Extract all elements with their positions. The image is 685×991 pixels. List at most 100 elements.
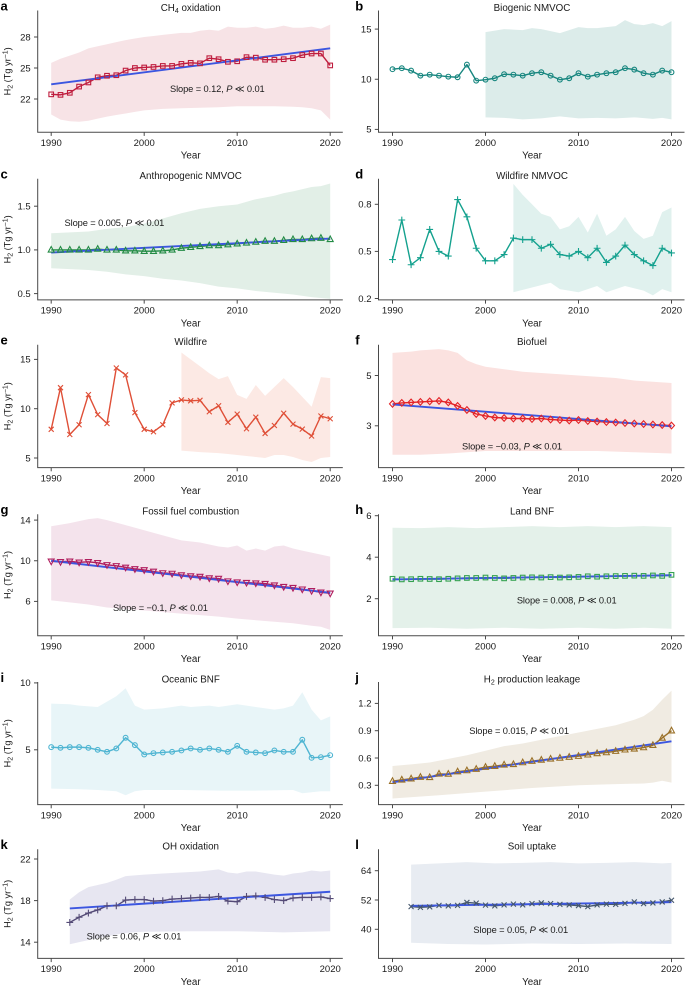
svg-text:1990: 1990 — [382, 306, 403, 317]
svg-text:40: 40 — [361, 925, 372, 936]
svg-text:2010: 2010 — [227, 138, 248, 149]
svg-text:H2 (Tg yr−1): H2 (Tg yr−1) — [3, 551, 15, 599]
svg-text:0.2: 0.2 — [358, 294, 371, 305]
svg-text:2010: 2010 — [227, 964, 248, 975]
svg-text:5: 5 — [366, 371, 371, 382]
svg-text:Year: Year — [181, 654, 202, 665]
svg-text:2010: 2010 — [568, 642, 589, 653]
svg-text:4: 4 — [366, 553, 371, 564]
svg-text:1990: 1990 — [382, 964, 403, 975]
svg-text:1990: 1990 — [41, 642, 62, 653]
svg-text:b: b — [355, 0, 363, 13]
svg-text:g: g — [1, 502, 9, 517]
svg-text:Slope = 0.06, P ≪ 0.01: Slope = 0.06, P ≪ 0.01 — [87, 931, 182, 941]
svg-text:Slope = −0.1, P ≪ 0.01: Slope = −0.1, P ≪ 0.01 — [113, 603, 208, 613]
svg-text:10: 10 — [361, 75, 372, 86]
svg-text:5: 5 — [25, 745, 30, 756]
svg-text:d: d — [355, 167, 363, 182]
svg-text:H2 (Tg yr−1): H2 (Tg yr−1) — [3, 719, 15, 767]
svg-text:Year: Year — [522, 823, 543, 834]
svg-text:j: j — [354, 670, 359, 685]
svg-text:6: 6 — [25, 597, 30, 608]
svg-text:1990: 1990 — [382, 473, 403, 484]
svg-text:2020: 2020 — [320, 964, 341, 975]
svg-text:Year: Year — [522, 318, 543, 329]
svg-text:H2 (Tg yr−1): H2 (Tg yr−1) — [3, 880, 15, 928]
svg-text:22: 22 — [20, 94, 31, 105]
svg-text:Biofuel: Biofuel — [517, 337, 547, 348]
svg-text:1990: 1990 — [382, 138, 403, 149]
svg-text:1990: 1990 — [41, 473, 62, 484]
svg-text:Year: Year — [522, 151, 543, 162]
svg-text:Year: Year — [522, 977, 543, 986]
svg-text:1990: 1990 — [41, 964, 62, 975]
svg-text:10: 10 — [20, 678, 31, 689]
svg-text:Slope = 0.05, P ≪ 0.01: Slope = 0.05, P ≪ 0.01 — [473, 925, 568, 935]
svg-text:0.5: 0.5 — [17, 289, 30, 300]
svg-text:1990: 1990 — [41, 810, 62, 821]
svg-text:Year: Year — [181, 823, 202, 834]
svg-text:2010: 2010 — [568, 810, 589, 821]
svg-text:2000: 2000 — [475, 473, 496, 484]
svg-text:2010: 2010 — [568, 473, 589, 484]
svg-text:Wildfire NMVOC: Wildfire NMVOC — [496, 171, 568, 182]
svg-text:2000: 2000 — [134, 473, 155, 484]
svg-text:2020: 2020 — [661, 473, 682, 484]
svg-text:2: 2 — [366, 594, 371, 605]
svg-text:1990: 1990 — [382, 810, 403, 821]
svg-text:1.2: 1.2 — [358, 699, 371, 710]
svg-text:2020: 2020 — [661, 642, 682, 653]
svg-text:0.8: 0.8 — [358, 200, 371, 211]
svg-text:k: k — [1, 837, 9, 852]
svg-text:1990: 1990 — [382, 642, 403, 653]
svg-text:Slope = 0.12, P ≪ 0.01: Slope = 0.12, P ≪ 0.01 — [170, 84, 265, 94]
svg-text:H2 (Tg yr−1): H2 (Tg yr−1) — [3, 215, 15, 263]
svg-text:2000: 2000 — [475, 306, 496, 317]
svg-text:h: h — [355, 502, 363, 517]
svg-text:Slope = 0.015, P ≪ 0.01: Slope = 0.015, P ≪ 0.01 — [469, 726, 569, 736]
svg-text:Slope = −0.03, P ≪ 0.01: Slope = −0.03, P ≪ 0.01 — [462, 442, 562, 452]
svg-text:H2 (Tg yr−1): H2 (Tg yr−1) — [3, 47, 15, 95]
svg-text:2010: 2010 — [568, 306, 589, 317]
svg-text:Land BNF: Land BNF — [510, 507, 554, 518]
svg-text:Slope = 0.005, P ≪ 0.01: Slope = 0.005, P ≪ 0.01 — [65, 218, 165, 228]
svg-text:14: 14 — [20, 515, 31, 526]
svg-text:52: 52 — [361, 895, 372, 906]
svg-text:i: i — [1, 670, 5, 685]
svg-text:2020: 2020 — [661, 138, 682, 149]
svg-text:1.5: 1.5 — [17, 202, 30, 213]
svg-text:c: c — [1, 167, 8, 182]
svg-text:14: 14 — [20, 938, 31, 949]
svg-text:1990: 1990 — [41, 138, 62, 149]
svg-text:2000: 2000 — [475, 964, 496, 975]
svg-text:25: 25 — [20, 63, 31, 74]
svg-text:2020: 2020 — [320, 138, 341, 149]
svg-text:15: 15 — [361, 24, 372, 35]
svg-text:2020: 2020 — [320, 306, 341, 317]
svg-text:2020: 2020 — [320, 642, 341, 653]
svg-text:15: 15 — [20, 355, 31, 366]
svg-text:Year: Year — [181, 318, 202, 329]
svg-text:18: 18 — [20, 896, 31, 907]
svg-text:2010: 2010 — [227, 810, 248, 821]
svg-text:1.0: 1.0 — [17, 245, 30, 256]
svg-text:2010: 2010 — [227, 642, 248, 653]
svg-text:f: f — [355, 333, 360, 348]
svg-text:2000: 2000 — [475, 138, 496, 149]
svg-text:64: 64 — [361, 866, 372, 877]
svg-text:2000: 2000 — [134, 642, 155, 653]
svg-text:H2 (Tg yr−1): H2 (Tg yr−1) — [3, 382, 15, 430]
svg-text:5: 5 — [366, 125, 371, 136]
svg-text:3: 3 — [366, 421, 371, 432]
svg-text:2000: 2000 — [475, 810, 496, 821]
svg-text:H2 production leakage: H2 production leakage — [484, 674, 581, 686]
svg-text:Oceanic BNF: Oceanic BNF — [162, 674, 220, 685]
svg-text:Year: Year — [181, 151, 202, 162]
svg-text:1990: 1990 — [41, 306, 62, 317]
svg-text:Year: Year — [522, 486, 543, 497]
svg-text:2020: 2020 — [661, 810, 682, 821]
svg-text:2010: 2010 — [568, 964, 589, 975]
svg-text:6: 6 — [366, 511, 371, 522]
svg-text:10: 10 — [20, 556, 31, 567]
svg-text:2010: 2010 — [227, 306, 248, 317]
